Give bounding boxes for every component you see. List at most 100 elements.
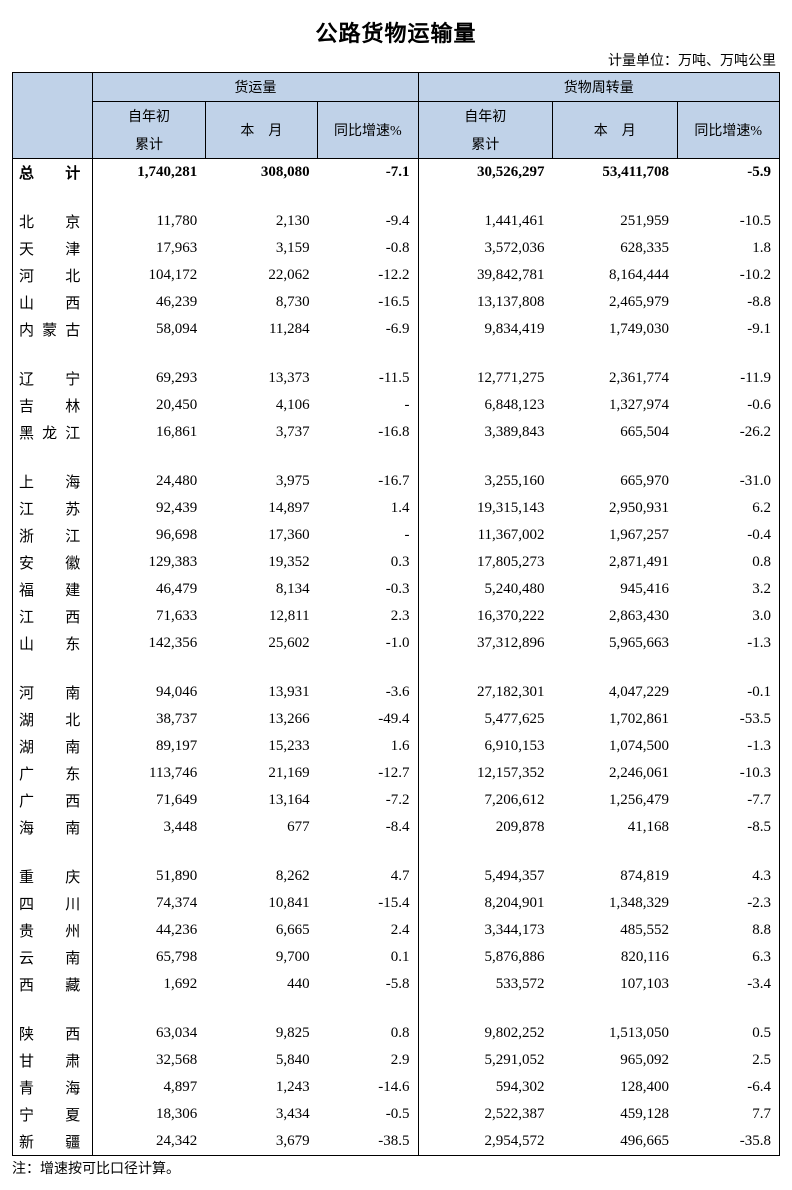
region-cell: 广 东 <box>13 760 93 787</box>
region-cell: 山 西 <box>13 289 93 316</box>
value-cell: 1,702,861 <box>553 706 677 733</box>
table-row: 北 京11,7802,130-9.41,441,461251,959-10.5 <box>13 208 780 235</box>
value-cell: 17,805,273 <box>418 549 553 576</box>
header-cum1a: 自年初 <box>93 102 205 131</box>
value-cell: 3,975 <box>205 468 317 495</box>
value-cell: 9,802,252 <box>418 1020 553 1047</box>
value-cell: 21,169 <box>205 760 317 787</box>
region-cell: 广 西 <box>13 787 93 814</box>
value-cell: 5,240,480 <box>418 576 553 603</box>
value-cell: 2,871,491 <box>553 549 677 576</box>
value-cell: 1,348,329 <box>553 890 677 917</box>
value-cell: 965,092 <box>553 1047 677 1074</box>
region-cell: 辽 宁 <box>13 365 93 392</box>
value-cell: 113,746 <box>93 760 205 787</box>
value-cell: -0.8 <box>318 235 418 262</box>
value-cell: 2,361,774 <box>553 365 677 392</box>
value-cell: -16.5 <box>318 289 418 316</box>
value-cell: 6,910,153 <box>418 733 553 760</box>
value-cell: 8,164,444 <box>553 262 677 289</box>
value-cell: 2,863,430 <box>553 603 677 630</box>
value-cell: 12,771,275 <box>418 365 553 392</box>
table-row: 辽 宁69,29313,373-11.512,771,2752,361,774-… <box>13 365 780 392</box>
value-cell: 1,243 <box>205 1074 317 1101</box>
value-cell: -9.1 <box>677 316 779 343</box>
region-cell: 海 南 <box>13 814 93 841</box>
value-cell: 2.3 <box>318 603 418 630</box>
value-cell: -7.2 <box>318 787 418 814</box>
table-row: 宁 夏18,3063,434-0.52,522,387459,1287.7 <box>13 1101 780 1128</box>
region-cell: 四 川 <box>13 890 93 917</box>
value-cell: 8,204,901 <box>418 890 553 917</box>
region-cell: 内 蒙 古 <box>13 316 93 343</box>
table-row: 陕 西63,0349,8250.89,802,2521,513,0500.5 <box>13 1020 780 1047</box>
value-cell: 5,876,886 <box>418 944 553 971</box>
value-cell: -49.4 <box>318 706 418 733</box>
value-cell: 6.2 <box>677 495 779 522</box>
value-cell: 13,931 <box>205 679 317 706</box>
region-cell: 陕 西 <box>13 1020 93 1047</box>
value-cell: 2,522,387 <box>418 1101 553 1128</box>
value-cell: -9.4 <box>318 208 418 235</box>
value-cell: 665,970 <box>553 468 677 495</box>
value-cell: 58,094 <box>93 316 205 343</box>
value-cell: -15.4 <box>318 890 418 917</box>
value-cell: 16,861 <box>93 419 205 446</box>
value-cell: 94,046 <box>93 679 205 706</box>
value-cell: 44,236 <box>93 917 205 944</box>
value-cell: 8,134 <box>205 576 317 603</box>
header-cum2b: 累计 <box>418 130 553 159</box>
value-cell: -53.5 <box>677 706 779 733</box>
value-cell: 4,047,229 <box>553 679 677 706</box>
value-cell: 22,062 <box>205 262 317 289</box>
value-cell: 71,633 <box>93 603 205 630</box>
table-row: 天 津17,9633,159-0.83,572,036628,3351.8 <box>13 235 780 262</box>
value-cell: -6.9 <box>318 316 418 343</box>
value-cell: 0.8 <box>318 1020 418 1047</box>
value-cell: 594,302 <box>418 1074 553 1101</box>
value-cell: -10.2 <box>677 262 779 289</box>
value-cell: 3,389,843 <box>418 419 553 446</box>
value-cell: -10.5 <box>677 208 779 235</box>
region-cell: 贵 州 <box>13 917 93 944</box>
region-cell: 山 东 <box>13 630 93 657</box>
table-row: 新 疆24,3423,679-38.52,954,572496,665-35.8 <box>13 1128 780 1156</box>
value-cell: 4.7 <box>318 863 418 890</box>
value-cell: -38.5 <box>318 1128 418 1156</box>
value-cell: 1,692 <box>93 971 205 998</box>
table-row: 河 南94,04613,931-3.627,182,3014,047,229-0… <box>13 679 780 706</box>
table-row: 贵 州44,2366,6652.43,344,173485,5528.8 <box>13 917 780 944</box>
value-cell: 3,434 <box>205 1101 317 1128</box>
value-cell: 3,159 <box>205 235 317 262</box>
table-row: 海 南3,448677-8.4209,87841,168-8.5 <box>13 814 780 841</box>
value-cell: 12,157,352 <box>418 760 553 787</box>
value-cell: -7.1 <box>318 159 418 187</box>
region-cell: 新 疆 <box>13 1128 93 1156</box>
table-row: 上 海24,4803,975-16.73,255,160665,970-31.0 <box>13 468 780 495</box>
value-cell: 2.4 <box>318 917 418 944</box>
value-cell: -7.7 <box>677 787 779 814</box>
region-cell: 湖 北 <box>13 706 93 733</box>
spacer-row <box>13 446 780 468</box>
header-cum2a: 自年初 <box>418 102 553 131</box>
value-cell: 7.7 <box>677 1101 779 1128</box>
value-cell: -8.8 <box>677 289 779 316</box>
value-cell: 8,730 <box>205 289 317 316</box>
spacer-row <box>13 841 780 863</box>
table-row: 浙 江96,69817,360-11,367,0021,967,257-0.4 <box>13 522 780 549</box>
spacer-row <box>13 186 780 208</box>
header-cum1b: 累计 <box>93 130 205 159</box>
region-cell: 湖 南 <box>13 733 93 760</box>
region-cell: 北 京 <box>13 208 93 235</box>
value-cell: 2.5 <box>677 1047 779 1074</box>
table-row: 广 东113,74621,169-12.712,157,3522,246,061… <box>13 760 780 787</box>
table-row: 河 北104,17222,062-12.239,842,7818,164,444… <box>13 262 780 289</box>
table-row: 总 计1,740,281308,080-7.130,526,29753,411,… <box>13 159 780 187</box>
region-cell: 河 南 <box>13 679 93 706</box>
value-cell: 24,480 <box>93 468 205 495</box>
value-cell: 25,602 <box>205 630 317 657</box>
value-cell: -10.3 <box>677 760 779 787</box>
value-cell: -3.4 <box>677 971 779 998</box>
value-cell: 3,737 <box>205 419 317 446</box>
value-cell: 11,367,002 <box>418 522 553 549</box>
